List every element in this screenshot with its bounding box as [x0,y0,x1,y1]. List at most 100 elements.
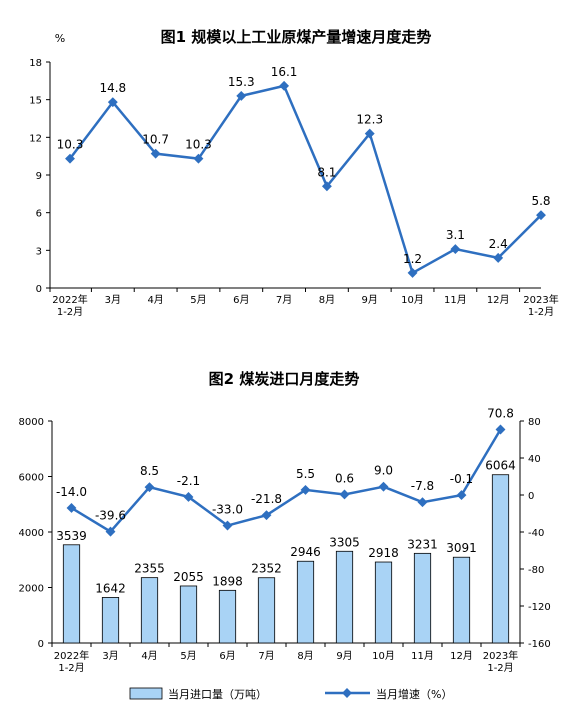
chart-2-bar [140,577,159,644]
chart-1-y-ticks: 0 3 6 9 12 15 18 [29,58,42,295]
chart-2-bar [257,577,276,644]
chart-2-line-label: 9.0 [374,464,393,478]
chart-2-y2-tick-label: -80 [528,565,544,576]
chart-1-data-label: 3.1 [446,228,465,242]
chart-2-bar-label: 3091 [446,541,477,555]
chart-1-data-label: 10.3 [185,138,212,152]
chart-1-x-tick-label: 4月 [147,294,163,306]
chart-2-bar-label: 2946 [290,545,321,559]
chart-2-line-label: 70.8 [487,407,514,421]
chart-2-x-tick-label: 7月 [258,650,274,662]
chart-2-series-line [70,428,502,534]
legend-bar-swatch [129,687,163,700]
chart-2-point [222,520,233,531]
chart-2-bar-label: 1642 [95,581,126,595]
chart-2: 图2 煤炭进口月度走势 3539 1642 2355 2055 1898 2352 2946… [19,370,551,701]
chart-2-bar [179,585,198,644]
chart-2-line-label: -14.0 [56,485,87,499]
chart-2-y-ticks: 0 2000 4000 6000 8000 [19,417,44,650]
chart-2-x-tick-label: 2022年 1-2月 [54,649,89,674]
chart-2-line-label: -0.1 [450,472,473,486]
chart-2-x-ticks: 2022年 1-2月 3月 4月 5月 6月 7月 8月 9月 10月 11月 12月 2023年 1-2… [54,649,518,674]
chart-1-point [450,244,461,255]
chart-1-point [279,80,290,91]
chart-1-y-tick-label: 3 [36,246,42,257]
chart-1-data-label: 10.3 [57,138,84,152]
chart-2-x-tick-label: 6月 [219,650,235,662]
chart-1-x-tick-label: 9月 [362,294,378,306]
chart-1-point [536,210,546,221]
chart-2-y2-tick-label: -120 [528,602,551,613]
chart-2-x-tick-label: 8月 [297,650,313,662]
chart-2-point [300,484,311,495]
chart-2-bar-label: 2918 [368,546,399,560]
chart-1-title: 图1 规模以上工业原煤产量增速月度走势 [161,28,432,46]
chart-2-bar-label: 2055 [173,570,204,584]
chart-1-y-tick-label: 0 [36,284,42,295]
chart-1-point [150,148,161,159]
chart-2-y2-tick-label: 0 [528,491,534,502]
chart-2-bar-label: 2355 [134,562,165,576]
chart-1-x-tick-label: 8月 [319,294,335,306]
chart-2-title: 图2 煤炭进口月度走势 [209,370,360,388]
legend-line-marker [342,688,352,698]
chart-1-points [65,80,546,278]
chart-2-x-tick-label: 9月 [336,650,352,662]
chart-2-line-label: 8.5 [140,464,159,478]
chart-1-x-tick-label: 11月 [444,294,467,306]
chart-2-y-tick-label: 2000 [19,584,44,595]
chart-2-x-tick-label: 12月 [450,650,473,662]
chart-1-point [236,90,247,101]
chart-1-axes [46,61,541,292]
chart-2-point [495,424,506,435]
chart-2-bar-label: 3305 [329,535,360,549]
chart-2-line-label: -7.8 [411,479,434,493]
chart-1-point [407,267,418,278]
chart-2-line-label: -39.6 [95,509,126,523]
chart-1-x-tick-label: 7月 [276,294,292,306]
chart-2-point [183,491,194,502]
chart-2-bar-labels: 3539 1642 2355 2055 1898 2352 2946 3305 2918 3231… [56,459,516,596]
chart-2-y-tick-label: 6000 [19,473,44,484]
chart-1-point [65,153,75,164]
chart-1-data-label: 1.2 [403,252,422,266]
chart-1-point [107,97,118,108]
chart-2-line-label: 0.6 [335,471,354,485]
chart-2-bar-label: 3231 [407,537,438,551]
chart-1-x-tick-label: 10月 [401,294,424,306]
chart-2-x-tick-label: 5月 [180,650,196,662]
chart-2-point [144,482,155,493]
chart-1-point [364,128,375,139]
chart-1-y-tick-label: 9 [36,171,42,182]
chart-2-legend: 当月进口量（万吨） 当月增速（%） [129,687,452,701]
chart-2-bar-label: 3539 [56,529,87,543]
chart-2-line-label: -2.1 [177,474,200,488]
chart-2-bar [413,552,432,644]
chart-2-point [378,481,389,492]
chart-2-bar [101,597,120,644]
chart-2-line-label: -21.8 [251,492,282,506]
chart-1-data-label: 5.8 [531,194,550,208]
chart-1-x-ticks: 2022年 1-2月 3月 4月 5月 6月 7月 8月 9月 10月 11月 12月 2023年 1-2… [52,293,558,318]
legend-line-label: 当月增速（%） [376,687,452,701]
chart-1-x-tick-label: 12月 [487,294,510,306]
chart-2-y2-tick-label: -40 [528,528,544,539]
chart-1-point [321,181,332,192]
chart-1-data-labels: 10.3 14.8 10.7 10.3 15.3 16.1 8.1 12.3 1.2 3.1 2.4… [57,65,551,266]
chart-1-data-label: 14.8 [99,81,126,95]
chart-1-data-label: 15.3 [228,75,255,89]
chart-2-bar-label: 1898 [212,574,243,588]
chart-1-x-tick-label: 2022年 1-2月 [52,293,87,318]
chart-2-y2-tick-label: 40 [528,454,541,465]
chart-1-y-tick-label: 12 [29,133,42,144]
chart-2-x-tick-label: 11月 [411,650,434,662]
chart-2-bar [296,560,315,644]
chart-2-y-tick-label: 8000 [19,417,44,428]
chart-2-bar [452,556,471,644]
chart-2-bar-label: 2352 [251,562,282,576]
chart-2-bar [218,589,237,644]
chart-2-y2-ticks: -160 -120 -80 -40 0 40 80 [528,417,551,650]
chart-2-bars [62,474,510,644]
chart-1-data-label: 12.3 [356,113,383,127]
chart-1-line [69,84,542,275]
